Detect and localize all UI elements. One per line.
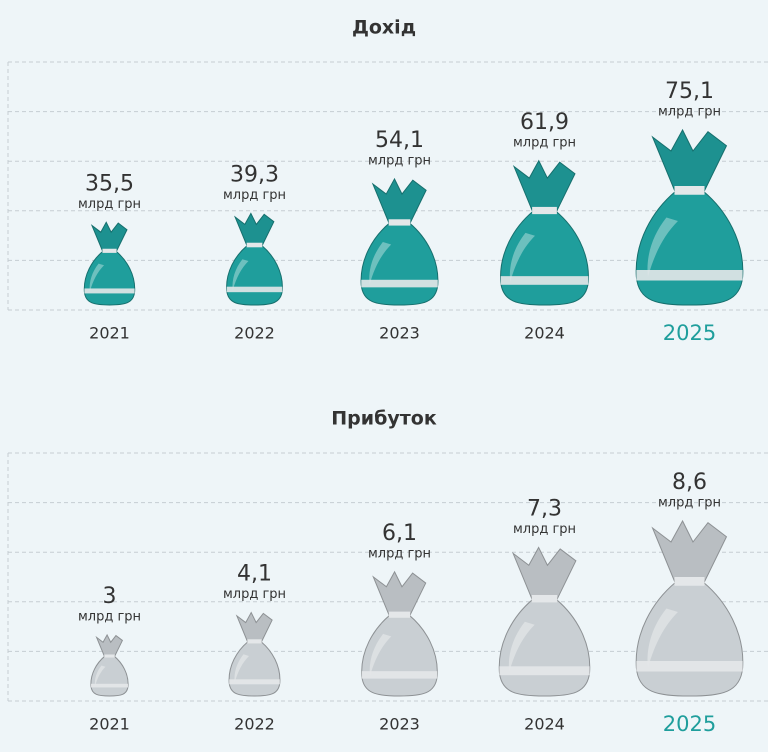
chart-title: Дохід (352, 17, 416, 39)
candy-band (84, 288, 135, 294)
candy-band (361, 279, 438, 288)
unit-label: млрд грн (658, 105, 721, 120)
x-tick-label: 2023 (379, 324, 420, 343)
candy (227, 213, 283, 305)
x-tick-label: 2024 (524, 715, 565, 734)
candy-frill (237, 613, 272, 643)
unit-label: млрд грн (368, 546, 431, 561)
candy-neck (388, 611, 411, 618)
candy-shine (369, 633, 392, 677)
candy-neck (104, 654, 115, 658)
candy (636, 521, 743, 696)
candy-band (636, 270, 743, 281)
unit-label: млрд грн (78, 609, 141, 624)
candy-neck (674, 577, 705, 586)
candy-neck (531, 594, 558, 603)
candy-shine (94, 665, 106, 687)
candy-band (229, 679, 280, 685)
candy-shine (234, 654, 249, 683)
value-label: 6,1 (382, 521, 417, 546)
candy-neck (247, 639, 262, 644)
x-tick-label: 2025 (663, 712, 716, 736)
candy-shine (509, 232, 535, 282)
candy (361, 179, 438, 305)
candy (499, 547, 590, 696)
x-tick-label: 2022 (234, 324, 275, 343)
unit-label: млрд грн (658, 496, 721, 511)
value-label: 4,1 (237, 562, 272, 587)
value-label: 61,9 (520, 110, 569, 135)
candy-band (361, 671, 438, 679)
candy-band (226, 286, 283, 293)
candy (636, 130, 743, 305)
value-label: 75,1 (665, 79, 714, 104)
unit-label: млрд грн (513, 522, 576, 537)
candy-shine (232, 259, 249, 291)
value-label: 3 (103, 584, 117, 609)
candy (91, 635, 128, 696)
value-label: 39,3 (230, 162, 279, 187)
x-tick-label: 2023 (379, 715, 420, 734)
candy (362, 572, 438, 696)
candy-frill (373, 572, 425, 617)
value-label: 35,5 (85, 171, 134, 196)
x-tick-label: 2024 (524, 324, 565, 343)
candy-shine (647, 608, 678, 668)
candy-frill (235, 213, 274, 246)
candy-shine (89, 263, 105, 292)
candy-band (636, 661, 743, 672)
candy-neck (246, 242, 263, 248)
x-tick-label: 2025 (663, 321, 716, 345)
candy-frill (653, 130, 727, 193)
candy (84, 222, 134, 305)
value-label: 7,3 (527, 496, 562, 521)
unit-label: млрд грн (78, 197, 141, 212)
candy-band (499, 666, 590, 676)
candy-shine (647, 217, 678, 277)
candy-neck (388, 219, 411, 226)
value-label: 54,1 (375, 128, 424, 153)
candy-frill (92, 222, 127, 252)
candy-shine (369, 241, 392, 285)
unit-label: млрд грн (513, 135, 576, 150)
x-tick-label: 2022 (234, 715, 275, 734)
candy-neck (102, 248, 117, 253)
candy (501, 161, 589, 305)
candy-frill (97, 635, 123, 657)
candy-frill (513, 547, 576, 600)
candy-frill (373, 179, 426, 224)
candy-shine (508, 621, 535, 673)
chart-title: Прибуток (331, 408, 437, 430)
x-tick-label: 2021 (89, 324, 130, 343)
value-label: 8,6 (672, 470, 707, 495)
candy-band (500, 276, 589, 285)
candy-neck (532, 206, 557, 215)
unit-label: млрд грн (223, 587, 286, 602)
unit-label: млрд грн (368, 153, 431, 168)
candy-frill (653, 521, 727, 584)
candy (229, 613, 280, 696)
x-tick-label: 2021 (89, 715, 130, 734)
candy-band (90, 683, 129, 688)
candy-neck (674, 186, 705, 195)
candy-frill (514, 161, 575, 213)
unit-label: млрд грн (223, 188, 286, 203)
